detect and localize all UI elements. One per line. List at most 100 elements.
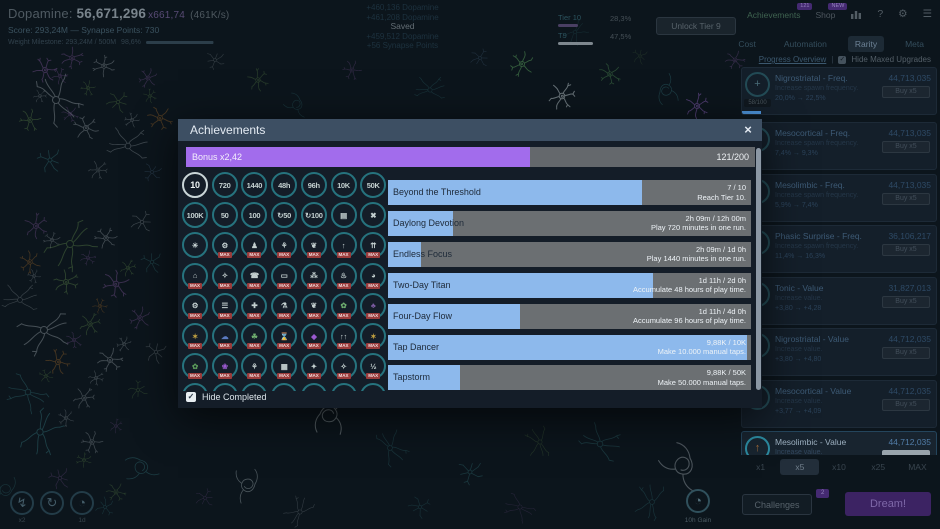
challenges-button[interactable]: Challenges xyxy=(742,494,812,515)
buy-button[interactable]: Buy x5 xyxy=(882,244,930,256)
corner-button-2[interactable]: ◔ xyxy=(70,491,94,515)
achievement-badge[interactable]: ✿ MAX xyxy=(182,353,208,380)
upgrade-card[interactable]: +58/100 Nigrostriatal - Freq. 44,713,035 In… xyxy=(741,67,937,115)
menu-icon[interactable]: ☰ xyxy=(922,8,932,20)
buy-button[interactable] xyxy=(882,450,930,455)
tab-meta[interactable]: Meta xyxy=(905,39,924,49)
achievement-badge[interactable]: ⇈ MAX xyxy=(360,232,387,259)
modal-scrollbar[interactable] xyxy=(756,148,761,390)
achievement-badge[interactable]: ½ MAX xyxy=(360,353,387,380)
achievement-badge[interactable]: ♨ MAX xyxy=(330,262,357,289)
achievement-badge[interactable]: ⚘ MAX xyxy=(241,353,268,380)
achievement-badge[interactable]: ⁂ MAX xyxy=(300,262,327,289)
achievement-badge[interactable]: ● xyxy=(330,383,357,391)
achievement-badge[interactable]: 100 xyxy=(241,202,268,229)
achievement-badge[interactable]: ◕ MAX xyxy=(360,262,387,289)
achievement-badge[interactable]: ☁ MAX xyxy=(211,323,238,349)
buy-button[interactable]: Buy x5 xyxy=(882,141,930,153)
achievement-badge[interactable]: ✦ xyxy=(182,383,208,391)
achievement-badge[interactable]: 50K xyxy=(360,172,387,198)
buy-button[interactable]: Buy x5 xyxy=(882,347,930,359)
achievement-badge[interactable]: ☘ MAX xyxy=(241,323,268,349)
achievement-badge[interactable]: ✶ MAX xyxy=(360,323,387,349)
hide-maxed-checkbox[interactable]: ✓ xyxy=(838,55,847,64)
achievement-badge[interactable]: ♟ MAX xyxy=(241,232,268,259)
upgrade-card[interactable]: +Mesocortical - Freq.44,713,035Increase … xyxy=(741,122,937,170)
achievement-badge[interactable]: ✂ xyxy=(211,383,238,391)
achievement-badge[interactable]: ❦ MAX xyxy=(300,232,327,259)
achievement-badge[interactable]: ▦ MAX xyxy=(271,353,298,380)
buy-button[interactable]: Buy x5 xyxy=(882,398,930,411)
quantity-x1[interactable]: x1 xyxy=(756,462,766,472)
upgrade-card[interactable]: ↑ Mesolimbic - Value 44,712,035 Increase va… xyxy=(741,431,937,455)
shop-nav-button[interactable]: Shop NEW xyxy=(815,2,848,20)
achievement-badge[interactable]: 1440 xyxy=(241,172,268,198)
achievement-badge[interactable]: ⚙ MAX xyxy=(211,232,238,259)
tab-automation[interactable]: Automation xyxy=(783,39,827,49)
achievements-nav-button[interactable]: Achievements 121 xyxy=(747,2,813,20)
achievement-badge[interactable]: ✦ MAX xyxy=(300,353,327,380)
corner-button-1[interactable]: ↻ xyxy=(40,491,64,515)
corner-button-0[interactable]: ↯ xyxy=(10,491,34,515)
achievement-badge[interactable]: ✖ xyxy=(360,202,387,229)
achievement-badge[interactable]: ✧ MAX xyxy=(330,353,357,380)
achievement-badge[interactable]: ♞ xyxy=(241,383,268,391)
close-icon[interactable]: × xyxy=(744,122,752,137)
help-icon[interactable]: ? xyxy=(877,8,884,20)
achievement-badge[interactable]: ♣ MAX xyxy=(360,292,387,319)
unlock-tier-button[interactable]: Unlock Tier 9 xyxy=(656,17,736,35)
offline-gain-button[interactable]: ◔ xyxy=(686,489,710,513)
achievement-badge[interactable]: ✶ MAX xyxy=(182,323,208,349)
achievement-badge[interactable]: ✿ MAX xyxy=(330,292,357,319)
quantity-max[interactable]: MAX xyxy=(908,462,927,472)
achievement-badge[interactable]: 720 xyxy=(211,172,238,198)
achievement-badge[interactable]: ⌛ MAX xyxy=(271,323,298,349)
tab-rarity[interactable]: Rarity xyxy=(847,36,885,52)
upgrade-card[interactable]: ↑Mesocortical - Value44,712,035Increase … xyxy=(741,379,937,428)
achievement-badge[interactable]: 10 xyxy=(182,172,208,198)
achievement-badge[interactable]: ☎ MAX xyxy=(241,262,268,289)
tier-bar-fill xyxy=(558,24,578,27)
achievement-badge[interactable]: ❦ MAX xyxy=(300,292,327,319)
achievement-badge[interactable]: ▤ xyxy=(330,202,357,229)
hide-completed-checkbox[interactable]: ✓ xyxy=(186,392,196,402)
stats-icon[interactable] xyxy=(850,9,862,20)
dream-button[interactable]: Dream! xyxy=(845,492,931,516)
achievement-badge[interactable]: ● xyxy=(271,383,298,391)
achievement-badge[interactable]: 50 xyxy=(211,202,238,229)
achievement-badge[interactable]: 10K xyxy=(330,172,357,198)
achievement-badge[interactable]: ✶ xyxy=(300,383,327,391)
achievement-badge[interactable]: ⚙ MAX xyxy=(182,292,208,319)
achievement-badge[interactable]: ⚗ MAX xyxy=(271,292,298,319)
achievement-badge[interactable]: 48h xyxy=(271,172,298,198)
achievement-badge[interactable]: ⌂ MAX xyxy=(182,262,208,289)
achievement-badge[interactable]: 100K xyxy=(182,202,208,229)
achievement-badge[interactable]: ☰ MAX xyxy=(211,292,238,319)
achievement-badge[interactable]: ☀ xyxy=(182,232,208,259)
achievement-badge[interactable]: ↻100 xyxy=(300,202,327,229)
achievement-badge[interactable]: ✚ MAX xyxy=(241,292,268,319)
quantity-x10[interactable]: x10 xyxy=(832,462,846,472)
achievement-badge[interactable]: ↑↑ MAX xyxy=(330,323,357,349)
upgrade-card[interactable]: +Phasic Surprise - Freq.36,106,217Increa… xyxy=(741,225,937,273)
achievement-badge[interactable]: ↻50 xyxy=(271,202,298,229)
achievement-badge[interactable]: ↑ MAX xyxy=(330,232,357,259)
settings-icon[interactable]: ⚙ xyxy=(898,8,908,20)
buy-button[interactable]: Buy x5 xyxy=(882,86,930,98)
achievement-badge[interactable]: ❀ MAX xyxy=(211,353,238,380)
tab-cost[interactable]: Cost xyxy=(738,39,756,49)
achievement-badge[interactable]: ✶ xyxy=(360,383,387,391)
buy-button[interactable]: Buy x5 xyxy=(882,295,930,308)
upgrade-card[interactable]: ↑Nigrostriatal - Value44,712,035Increase… xyxy=(741,328,937,376)
progress-overview-link[interactable]: Progress Overview xyxy=(758,55,827,64)
buy-button[interactable]: Buy x5 xyxy=(882,192,930,205)
achievement-badge[interactable]: ✧ MAX xyxy=(211,262,238,289)
achievement-badge[interactable]: ▭ MAX xyxy=(271,262,298,289)
quantity-x25[interactable]: x25 xyxy=(871,462,886,472)
achievement-badge[interactable]: ⚘ MAX xyxy=(271,232,298,259)
achievement-badge[interactable]: 96h xyxy=(300,172,327,198)
achievement-badge[interactable]: ◆ MAX xyxy=(300,323,327,349)
quantity-x5[interactable]: x5 xyxy=(780,459,820,475)
